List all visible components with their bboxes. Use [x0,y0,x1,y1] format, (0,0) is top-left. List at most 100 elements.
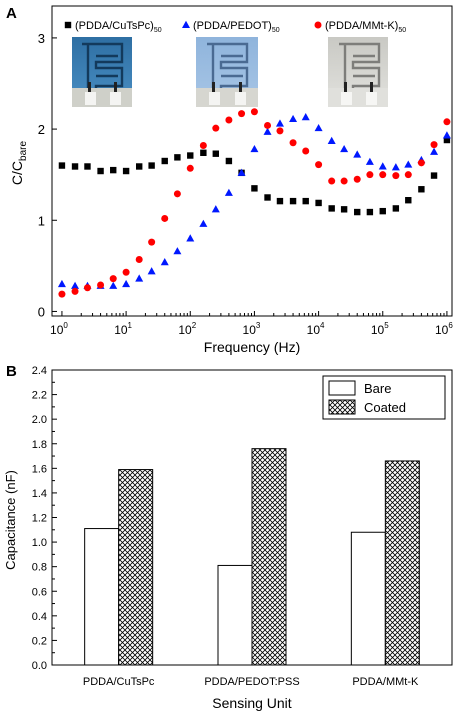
data-point [379,207,386,215]
series-1 [57,113,451,289]
panel-b-y-axis-label: Capacitance (nF) [3,470,18,570]
data-point [58,290,66,298]
data-point [302,197,309,205]
y-tick-label: 2 [38,122,45,137]
data-point [135,163,143,170]
data-point [250,144,259,153]
data-point [354,208,361,216]
y-tick-label: 1.4 [32,488,47,500]
data-point [71,163,79,170]
data-point [378,162,387,170]
data-point [391,163,400,171]
data-point [417,159,425,167]
data-point [224,188,233,196]
legend-label: Coated [364,400,406,415]
data-point [84,163,91,170]
data-point [186,164,194,172]
legend-label: (PDDA/PEDOT)50 [193,20,280,34]
data-point [315,199,322,207]
data-point [237,168,246,176]
panel-a-plot-frame [51,5,453,317]
legend-label: (PDDA/CuTsPc)50 [75,20,162,34]
data-point [71,281,80,289]
data-point [443,118,451,126]
data-point [148,238,156,246]
x-tick-label: 105 [371,321,389,337]
data-point [289,114,298,123]
y-tick-label: 1.6 [32,463,47,475]
y-tick-label: 1 [38,213,45,228]
data-point [57,279,66,288]
data-point [392,172,400,180]
data-point [314,123,323,132]
data-point [110,166,117,174]
data-point [264,121,272,129]
data-point [97,167,104,175]
x-tick-label: 102 [178,321,196,337]
x-tick-label: 106 [435,321,453,337]
y-tick-label: 0.0 [32,660,47,672]
y-tick-label: 0.4 [32,611,47,623]
data-point [109,275,117,283]
panel-a-label: A [6,5,17,22]
data-point [275,119,284,127]
x-tick-label: PDDA/CuTsPc [83,676,155,688]
data-point [430,141,438,149]
data-point [161,214,169,222]
data-point [379,171,387,179]
panel-b-x-axis-label: Sensing Unit [212,695,291,711]
data-point [238,110,246,118]
data-point [340,206,348,213]
data-point [135,255,143,263]
data-point [340,144,349,153]
legend-marker [182,20,190,28]
legend-marker [314,21,322,29]
data-point [328,205,335,212]
data-point [404,160,413,168]
data-point [250,108,258,116]
data-point [122,167,130,175]
data-point [366,171,374,179]
data-point [418,186,425,193]
data-point [200,149,207,156]
bar-bare [217,564,253,666]
data-point [97,281,105,289]
data-point [122,268,130,276]
data-point [430,147,439,155]
data-point [392,205,400,212]
data-point [187,152,194,159]
data-point [225,157,233,165]
data-point [353,175,361,183]
legend-label: (PDDA/MMt-K)50 [325,20,406,34]
y-tick-label: 0.8 [32,562,47,574]
y-tick-label: 0.6 [32,586,47,598]
series-2 [58,108,451,298]
data-point [276,127,284,135]
panel-b-label: B [6,363,17,380]
data-point [276,197,284,205]
y-tick-label: 1.2 [32,513,47,525]
data-point [160,258,169,266]
data-point [174,154,181,161]
data-point [301,113,310,121]
data-point [430,172,438,179]
data-point [365,157,374,165]
data-point [443,136,451,144]
data-point [199,219,208,227]
data-point [264,194,271,201]
data-point [289,197,297,205]
data-point [211,205,220,213]
y-tick-label: 2.4 [32,365,47,377]
panel-b-legend: Bare Coated [322,375,446,420]
y-tick-label: 1.0 [32,537,47,549]
data-point [173,190,181,198]
data-point [58,162,66,169]
data-point [405,197,412,204]
series-0 [58,136,451,216]
data-point [148,162,155,169]
data-point [289,139,297,147]
panel-b: B 0.0 0.2 0.4 0.6 0.8 1.0 1.2 1.4 1.6 1.8 2.0 2.2 2.… [3,363,453,711]
x-tick-label: 101 [114,321,132,337]
inset-photo-cutspc [72,37,132,107]
